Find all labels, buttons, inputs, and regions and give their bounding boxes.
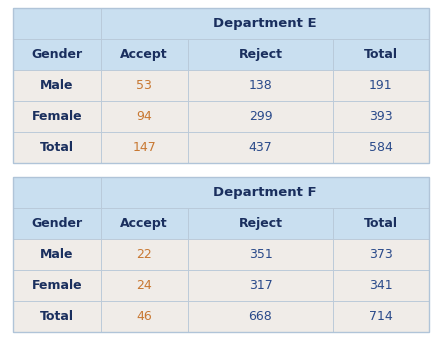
Text: 24: 24	[136, 278, 152, 292]
Bar	[13, 270, 100, 301]
Text: Male: Male	[40, 79, 74, 92]
Bar	[100, 70, 188, 101]
Text: Department F: Department F	[213, 186, 316, 199]
Bar	[13, 132, 100, 163]
Text: 138: 138	[248, 79, 272, 92]
Text: 393: 393	[369, 110, 393, 123]
Bar	[100, 208, 188, 239]
Text: Reject: Reject	[239, 48, 282, 62]
Bar	[333, 70, 429, 101]
Bar	[188, 239, 333, 270]
Text: 437: 437	[248, 141, 272, 154]
Text: 191: 191	[369, 79, 393, 92]
Text: 317: 317	[248, 278, 272, 292]
Text: Total: Total	[364, 48, 398, 62]
Text: Reject: Reject	[239, 217, 282, 230]
Bar	[333, 101, 429, 132]
Text: Accept: Accept	[120, 48, 168, 62]
Bar	[188, 208, 333, 239]
Text: Female: Female	[31, 110, 82, 123]
Bar	[100, 39, 188, 70]
Text: 351: 351	[248, 248, 272, 261]
Text: Male: Male	[40, 248, 74, 261]
Bar	[100, 270, 188, 301]
Bar	[13, 39, 100, 70]
Text: Female: Female	[31, 278, 82, 292]
Text: Accept: Accept	[120, 217, 168, 230]
Bar	[188, 39, 333, 70]
Bar	[13, 239, 100, 270]
Text: Total: Total	[40, 309, 74, 323]
Text: Department E: Department E	[213, 17, 316, 31]
Text: Total: Total	[40, 141, 74, 154]
Bar	[100, 301, 188, 332]
Bar	[100, 132, 188, 163]
Text: Gender: Gender	[31, 217, 83, 230]
Bar	[188, 301, 333, 332]
Text: 94: 94	[136, 110, 152, 123]
Bar	[333, 132, 429, 163]
Bar	[13, 208, 100, 239]
Text: 147: 147	[132, 141, 156, 154]
Text: 714: 714	[369, 309, 393, 323]
Bar	[13, 8, 100, 39]
Text: 53: 53	[136, 79, 152, 92]
Text: 299: 299	[249, 110, 272, 123]
Bar	[333, 270, 429, 301]
Bar	[188, 70, 333, 101]
Bar	[188, 101, 333, 132]
Bar	[188, 270, 333, 301]
Bar	[100, 8, 429, 39]
Text: 668: 668	[248, 309, 272, 323]
Text: Total: Total	[364, 217, 398, 230]
Text: 22: 22	[136, 248, 152, 261]
Bar	[13, 101, 100, 132]
Bar	[100, 101, 188, 132]
Bar	[13, 70, 100, 101]
Text: 341: 341	[369, 278, 393, 292]
Bar	[13, 301, 100, 332]
Bar	[100, 239, 188, 270]
Bar	[13, 177, 100, 208]
Bar	[333, 239, 429, 270]
Bar	[333, 208, 429, 239]
Bar	[333, 39, 429, 70]
Bar	[333, 301, 429, 332]
Text: Gender: Gender	[31, 48, 83, 62]
Text: 46: 46	[136, 309, 152, 323]
Bar	[100, 177, 429, 208]
Text: 373: 373	[369, 248, 393, 261]
Text: 584: 584	[369, 141, 393, 154]
Bar	[188, 132, 333, 163]
